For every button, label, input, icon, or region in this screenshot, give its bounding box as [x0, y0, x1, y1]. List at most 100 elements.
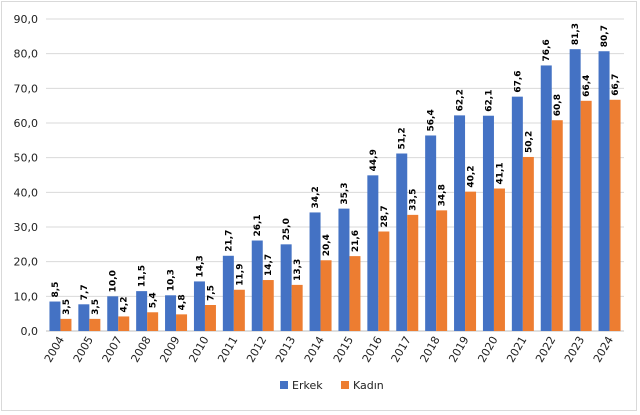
legend-label: Erkek	[292, 379, 323, 392]
y-tick-label: 30,0	[14, 221, 39, 234]
data-label: 13,3	[293, 259, 303, 281]
data-label: 34,8	[438, 184, 448, 206]
bar-erkek-2009	[165, 295, 177, 331]
y-tick-label: 20,0	[14, 256, 39, 269]
data-label: 66,4	[582, 75, 592, 97]
data-label: 26,1	[253, 214, 263, 236]
data-label: 20,4	[322, 234, 332, 256]
bar-kadın-2013	[291, 284, 303, 331]
data-label: 8,5	[51, 282, 61, 298]
x-tick-label: 2023	[562, 334, 587, 365]
bar-erkek-2018	[425, 135, 437, 331]
bar-kadın-2024	[609, 99, 621, 331]
data-label: 76,6	[542, 39, 552, 61]
data-label: 66,7	[611, 74, 621, 96]
data-label: 11,9	[235, 264, 245, 286]
data-label: 35,3	[340, 182, 350, 204]
bar-erkek-2013	[280, 244, 292, 331]
data-label: 14,3	[195, 255, 205, 277]
bar-kadın-2022	[551, 120, 563, 331]
bar-kadın-2017	[407, 214, 419, 331]
bar-kadın-2020	[493, 188, 505, 331]
bar-kadın-2008	[147, 312, 159, 331]
bar-kadın-2021	[522, 156, 534, 331]
bar-erkek-2005	[78, 304, 90, 331]
x-tick-label: 2024	[591, 334, 616, 365]
y-tick-label: 10,0	[14, 290, 39, 303]
data-label: 10,3	[167, 269, 177, 291]
y-tick-label: 40,0	[14, 186, 39, 199]
data-label: 50,2	[524, 131, 534, 153]
x-tick-label: 2008	[128, 334, 153, 365]
y-tick-label: 80,0	[14, 48, 39, 61]
data-label: 7,5	[206, 285, 216, 301]
bar-erkek-2007	[107, 296, 119, 331]
bar-erkek-2016	[367, 175, 379, 331]
x-tick-label: 2013	[273, 334, 298, 365]
bar-kadın-2009	[176, 314, 188, 331]
legend: Erkek Kadın	[280, 379, 384, 392]
x-tick-label: 2019	[446, 334, 471, 365]
legend-swatch-erkek	[280, 381, 288, 389]
x-tick-label: 2016	[360, 334, 385, 365]
data-label: 14,7	[264, 254, 274, 276]
x-tick-label: 2012	[244, 334, 269, 365]
data-label: 25,0	[282, 218, 292, 240]
data-label: 21,6	[351, 230, 361, 252]
x-tick-label: 2015	[331, 334, 356, 365]
gridlines	[46, 18, 624, 332]
bar-chart: 0,010,020,030,040,050,060,070,080,090,0 …	[14, 13, 624, 392]
x-tick-label: 2021	[504, 334, 529, 365]
bar-kadın-2011	[233, 289, 245, 331]
y-tick-label: 60,0	[14, 117, 39, 130]
x-tick-label: 2005	[71, 334, 96, 365]
x-tick-label: 2022	[533, 334, 558, 365]
y-axis: 0,0 10,0 20,0 30,0 40,0 50,0 60,0 70,0 80,0 90,0	[14, 13, 39, 338]
data-labels: 8,53,57,73,510,04,211,55,410,34,814,37,5…	[51, 23, 621, 315]
data-label: 41,1	[495, 162, 505, 184]
bar-erkek-2010	[193, 281, 205, 331]
bar-erkek-2020	[482, 115, 494, 331]
bar-kadın-2005	[89, 318, 101, 331]
data-label: 62,1	[484, 90, 494, 112]
data-label: 11,5	[138, 265, 148, 287]
bar-kadın-2018	[436, 210, 448, 331]
y-tick-label: 90,0	[14, 13, 39, 26]
bar-erkek-2022	[540, 65, 552, 331]
bar-erkek-2019	[454, 115, 466, 331]
x-tick-label: 2014	[302, 334, 327, 365]
bar-erkek-2014	[309, 212, 321, 331]
y-tick-label: 70,0	[14, 82, 39, 95]
data-label: 80,7	[600, 25, 610, 47]
x-tick-label: 2007	[100, 334, 125, 365]
bar-kadın-2014	[320, 260, 332, 331]
bar-kadın-2016	[378, 231, 390, 331]
legend-label: Kadın	[353, 379, 384, 392]
x-tick-label: 2018	[417, 334, 442, 365]
data-label: 28,7	[380, 205, 390, 227]
data-label: 62,2	[456, 89, 466, 111]
bar-erkek-2017	[396, 153, 408, 331]
data-label: 10,0	[109, 270, 119, 292]
data-label: 67,6	[513, 70, 523, 92]
x-tick-label: 2020	[475, 334, 500, 365]
bar-erkek-2012	[251, 240, 263, 331]
bar-erkek-2008	[136, 291, 148, 331]
data-label: 51,2	[398, 127, 408, 149]
data-label: 60,8	[553, 94, 563, 116]
data-label: 4,8	[178, 294, 188, 310]
bar-kadın-2010	[204, 305, 216, 331]
x-tick-label: 2017	[389, 334, 414, 365]
bar-erkek-2015	[338, 208, 350, 331]
bar-kadın-2015	[349, 256, 361, 331]
bar-kadın-2023	[580, 100, 592, 332]
data-label: 44,9	[369, 149, 379, 171]
data-label: 4,2	[120, 296, 130, 312]
bar-kadın-2012	[262, 280, 274, 331]
bar-erkek-2011	[222, 255, 234, 331]
bar-erkek-2021	[511, 96, 523, 331]
data-label: 34,2	[311, 186, 321, 208]
bar-kadın-2007	[118, 316, 130, 331]
x-tick-label: 2011	[215, 334, 240, 365]
